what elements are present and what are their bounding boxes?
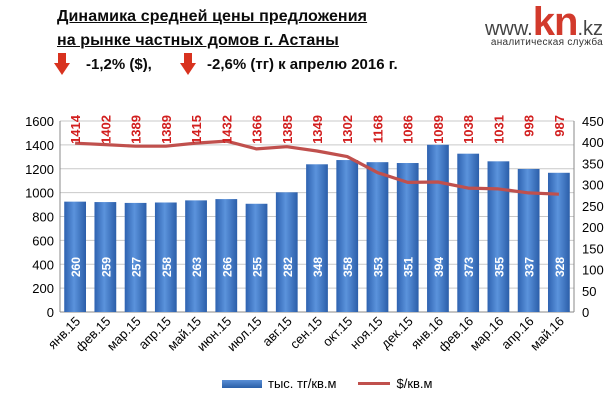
- x-tick-label: май.16: [527, 314, 567, 354]
- usd-data-label: 1389: [129, 115, 144, 144]
- y-right-tick-label: 200: [582, 220, 604, 235]
- usd-data-label: 1031: [491, 115, 506, 144]
- y-right-tick-label: 150: [582, 241, 604, 256]
- bar-tenge: [366, 162, 389, 312]
- usd-data-label: 1168: [370, 115, 385, 143]
- bar-data-label: 394: [432, 257, 446, 277]
- kn-logo: www.kn.kz аналитическая служба: [484, 0, 603, 48]
- bar-data-label: 348: [311, 257, 325, 277]
- bar-tenge: [154, 202, 177, 312]
- bar-data-label: 355: [492, 257, 506, 277]
- usd-data-label: 987: [552, 115, 567, 137]
- bar-tenge: [396, 163, 419, 312]
- usd-data-label: 1389: [159, 115, 174, 144]
- bar-tenge: [124, 202, 147, 312]
- x-tick-label: ноя.15: [347, 314, 386, 353]
- x-tick-label: мар.15: [104, 314, 144, 354]
- x-tick-label: июл.15: [224, 314, 265, 355]
- y-right-tick-label: 350: [582, 156, 604, 171]
- bar-data-label: 358: [341, 257, 355, 277]
- usd-data-label: 1402: [98, 115, 113, 144]
- bar-data-label: 266: [220, 257, 234, 277]
- bar-tenge: [517, 168, 540, 312]
- bar-tenge: [547, 172, 570, 312]
- bar-tenge: [487, 161, 510, 312]
- x-tick-label: мар.16: [467, 314, 507, 354]
- chart-legend: тыс. тг/кв.м $/кв.м: [222, 376, 432, 391]
- y-right-tick-label: 250: [582, 199, 604, 214]
- bar-tenge: [427, 144, 449, 312]
- usd-data-label: 998: [522, 115, 537, 137]
- bar-tenge: [64, 201, 87, 312]
- bar-data-label: 263: [190, 257, 204, 277]
- usd-series-line: [75, 139, 559, 196]
- usd-data-label: 1366: [250, 115, 265, 144]
- y-left-tick-label: 800: [32, 210, 54, 225]
- bar-data-label: 282: [281, 257, 295, 277]
- y-left-tick-label: 1400: [25, 138, 54, 153]
- usd-data-label: 1415: [189, 115, 204, 144]
- down-arrow-icon: [54, 53, 70, 75]
- bar-data-label: 328: [553, 257, 567, 277]
- usd-data-label: 1432: [219, 115, 234, 144]
- legend-label-tenge: тыс. тг/кв.м: [268, 376, 337, 391]
- bar-tenge: [306, 164, 328, 312]
- down-arrow-icon: [180, 53, 196, 75]
- bar-data-label: 258: [160, 257, 174, 277]
- bar-tenge: [457, 153, 480, 312]
- y-right-tick-label: 100: [582, 263, 604, 278]
- y-right-tick-label: 0: [582, 305, 589, 320]
- chart-title-line-2: на рынке частных домов г. Астаны: [57, 32, 339, 49]
- legend-label-usd: $/кв.м: [396, 376, 433, 391]
- y-left-tick-label: 1200: [25, 162, 54, 177]
- y-left-tick-label: 1600: [25, 114, 54, 129]
- y-left-tick-label: 600: [32, 233, 54, 248]
- usd-data-label: 1089: [431, 115, 446, 144]
- tenge-change-text: -2,6% (тг) к апрелю 2016 г.: [207, 56, 398, 73]
- usd-data-label: 1038: [461, 115, 476, 144]
- bar-data-label: 260: [69, 257, 83, 277]
- y-right-tick-label: 450: [582, 114, 604, 129]
- legend-line-swatch: [358, 382, 391, 385]
- bar-data-label: 351: [402, 257, 416, 277]
- bar-data-label: 255: [251, 257, 265, 277]
- y-left-tick-label: 400: [32, 257, 54, 272]
- bar-data-label: 337: [523, 257, 537, 277]
- usd-data-label: 1349: [310, 115, 325, 144]
- usd-data-label: 1302: [340, 115, 355, 144]
- y-left-tick-label: 1000: [25, 186, 54, 201]
- y-right-tick-label: 50: [582, 284, 596, 299]
- bar-tenge: [275, 192, 298, 312]
- bar-tenge: [245, 203, 268, 312]
- usd-change-text: -1,2% ($),: [86, 56, 152, 73]
- legend-bar-swatch: [222, 379, 262, 388]
- bar-data-label: 259: [99, 257, 113, 277]
- bar-tenge: [215, 199, 238, 312]
- usd-data-label: 1385: [280, 115, 295, 144]
- chart-title-line-1: Динамика средней цены предложения: [57, 8, 368, 25]
- x-tick-label: сен.15: [287, 314, 325, 352]
- y-left-tick-label: 200: [32, 281, 54, 296]
- bar-data-label: 353: [371, 257, 385, 277]
- bar-tenge: [94, 202, 117, 312]
- y-right-tick-label: 400: [582, 135, 604, 150]
- usd-data-label: 1086: [401, 115, 416, 144]
- bar-tenge: [185, 200, 207, 312]
- usd-data-label: 1414: [68, 114, 83, 144]
- bar-data-label: 257: [130, 257, 144, 277]
- bar-data-label: 373: [462, 257, 476, 277]
- y-right-tick-label: 300: [582, 178, 604, 193]
- bar-tenge: [336, 160, 359, 312]
- y-left-tick-label: 0: [47, 305, 54, 320]
- x-tick-label: дек.15: [378, 314, 416, 352]
